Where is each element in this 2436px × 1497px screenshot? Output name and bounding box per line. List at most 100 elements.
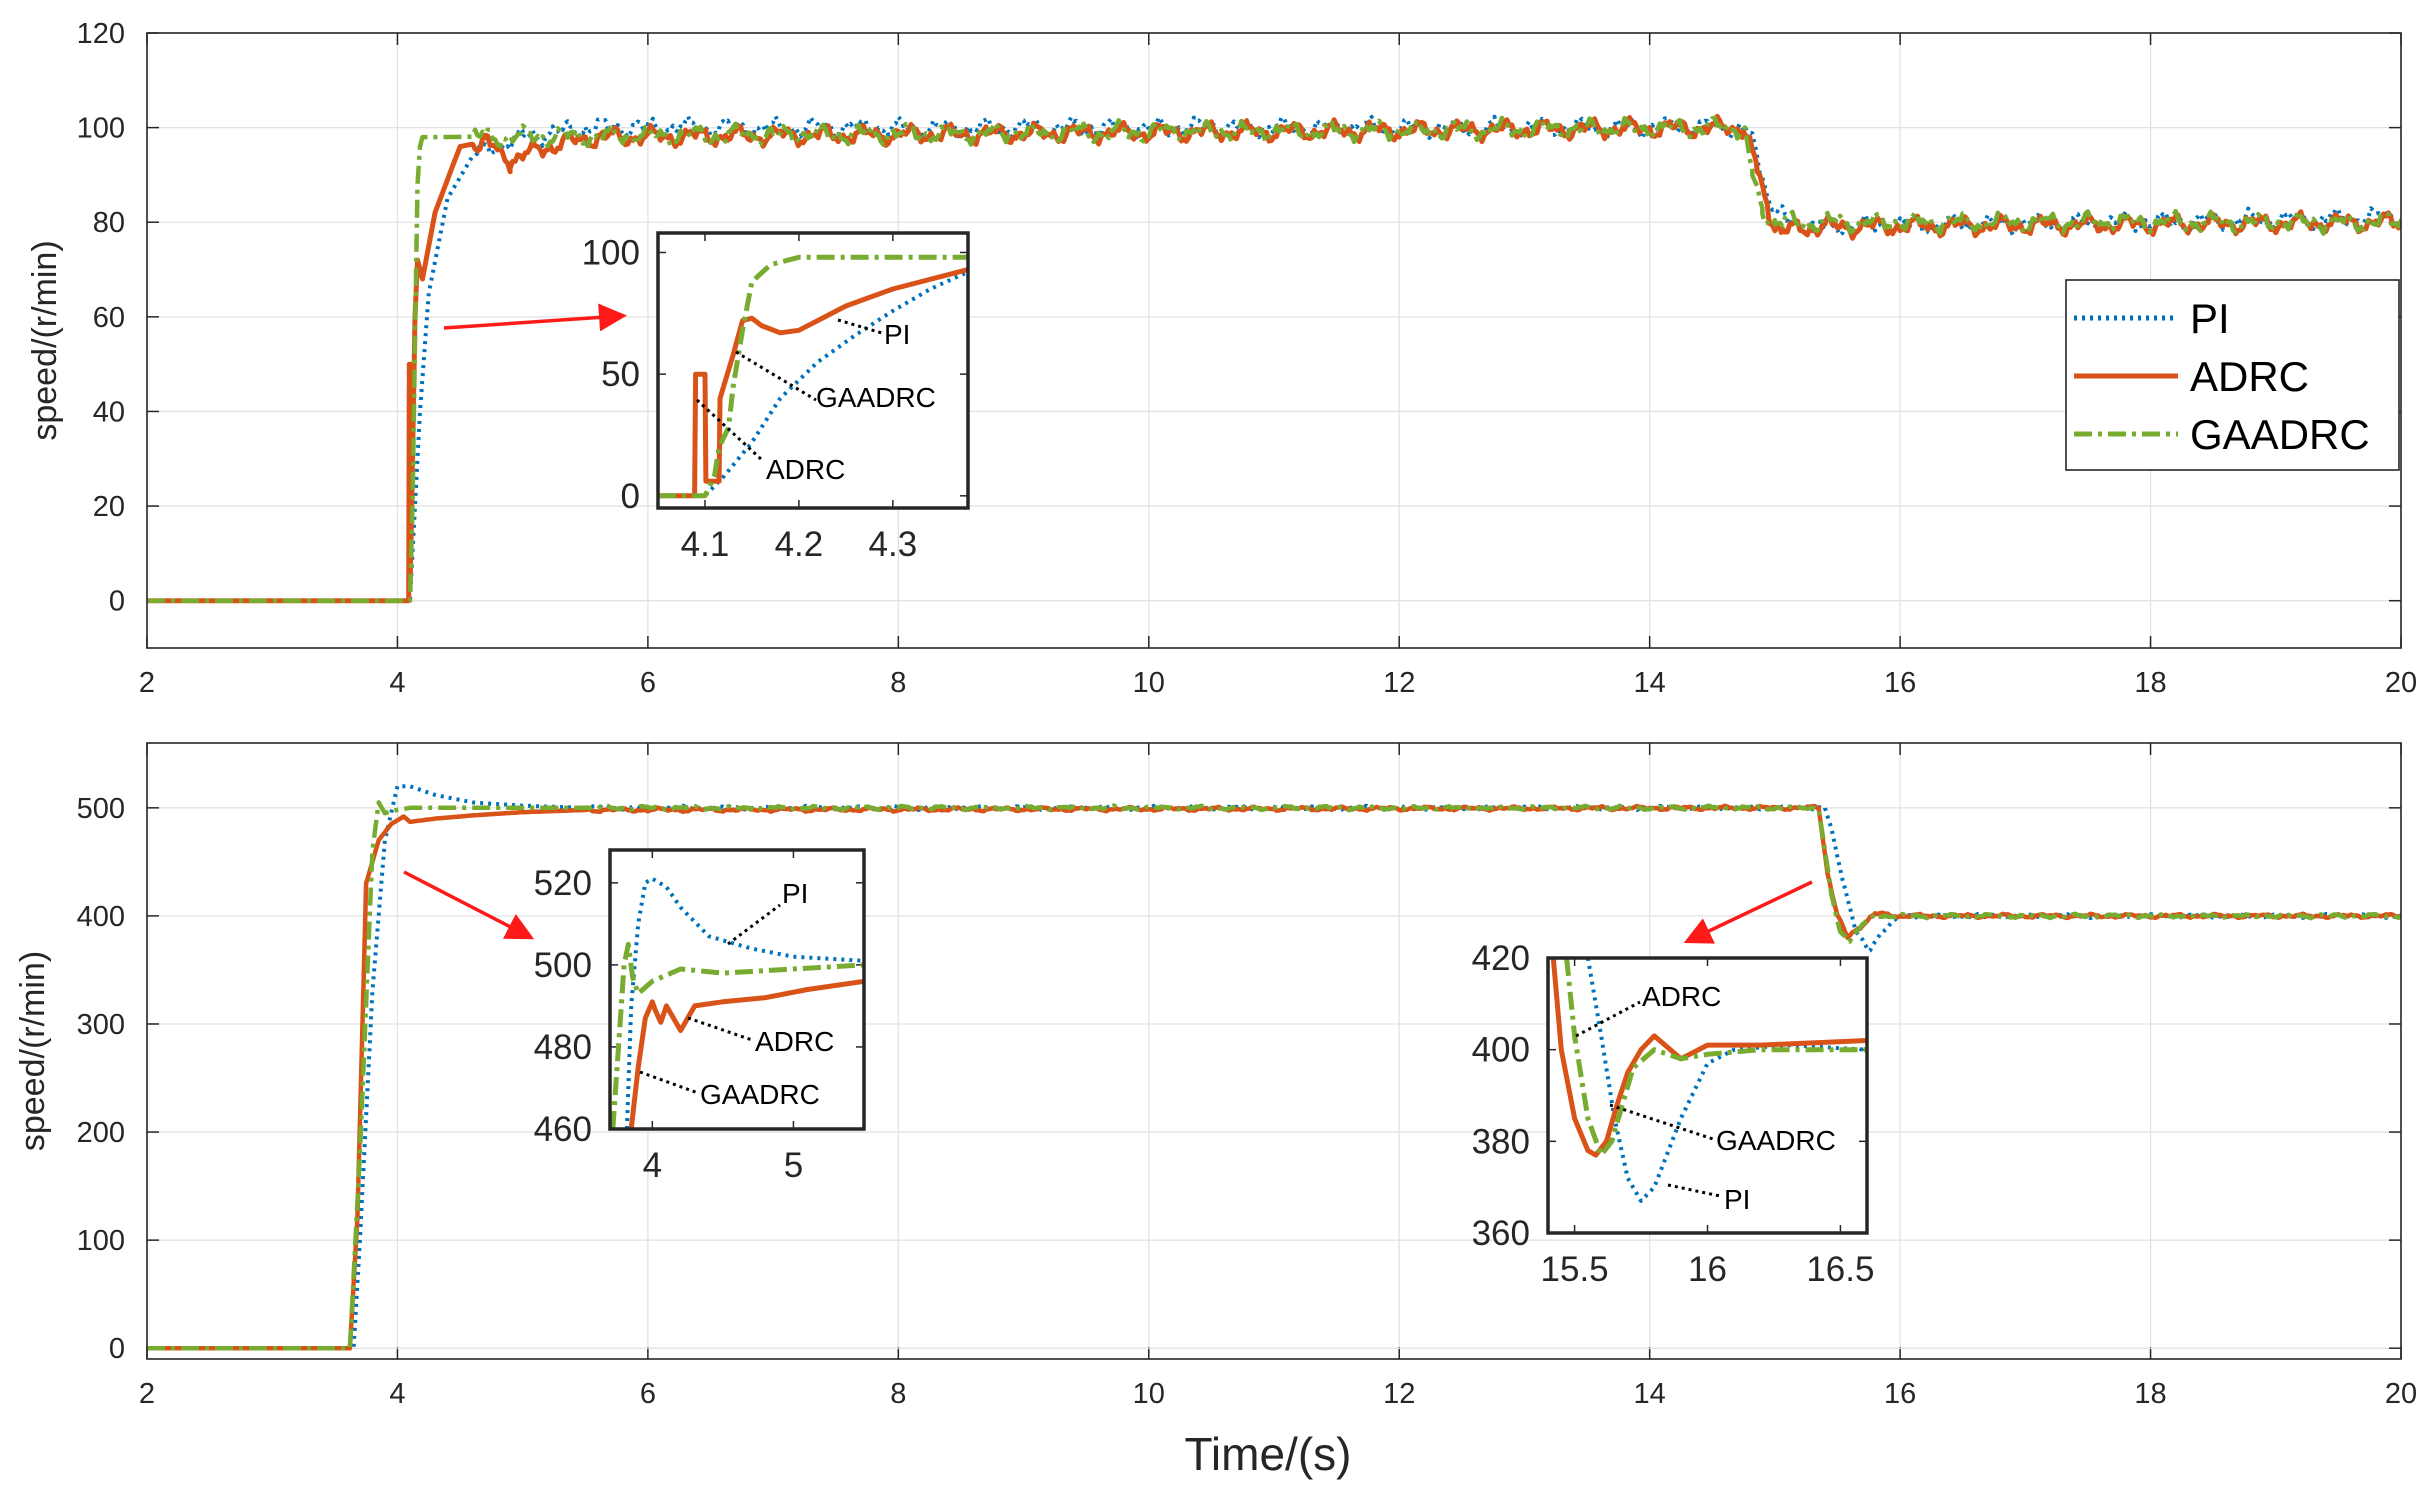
annotation-leader bbox=[1667, 1183, 1721, 1198]
legend: PI ADRC GAADRC bbox=[2065, 279, 2400, 471]
x-tick-label: 6 bbox=[640, 1378, 656, 1410]
x-tick-label: 6 bbox=[640, 667, 656, 699]
y-tick-label: 400 bbox=[1472, 1031, 1530, 1070]
y-tick-label: 400 bbox=[77, 901, 125, 933]
x-tick-label: 4 bbox=[643, 1146, 662, 1185]
legend-label-gaadrc: GAADRC bbox=[2190, 411, 2370, 458]
series-group bbox=[147, 113, 2401, 604]
y-tick-label: 120 bbox=[77, 18, 125, 50]
x-tick-label: 15.5 bbox=[1541, 1250, 1609, 1289]
annotation-leader bbox=[639, 1070, 699, 1095]
y-axis-label: speed/(r/min) bbox=[26, 240, 64, 440]
ticks: 15.5 16 16.5 360 380 400 420 bbox=[1472, 939, 1875, 1289]
bottom-right-inset: 15.5 16 16.5 360 380 400 420 ADRC GAADRC PI bbox=[1472, 939, 1875, 1289]
annotation-leader bbox=[1609, 1103, 1717, 1142]
x-tick-label: 16 bbox=[1884, 667, 1916, 699]
zoom-arrow bbox=[403, 870, 535, 940]
annotation-label: GAADRC bbox=[816, 382, 936, 413]
annotation-label: PI bbox=[884, 319, 910, 350]
y-tick-label: 100 bbox=[582, 233, 640, 272]
x-tick-label: 12 bbox=[1383, 1378, 1415, 1410]
top-chart: 2 4 6 8 10 12 14 16 18 20 0 20 40 60 80 100 120 speed/(r/… bbox=[26, 18, 2417, 699]
series-line-gaadrc bbox=[1564, 958, 1867, 1158]
bottom-left-inset: 4 5 460 480 500 520 PI ADRC GAADRC bbox=[534, 848, 866, 1185]
y-tick-label: 100 bbox=[77, 1225, 125, 1257]
annotation-label: ADRC bbox=[766, 454, 845, 485]
x-tick-label: 2 bbox=[139, 1378, 155, 1410]
x-tick-label: 16 bbox=[1884, 1378, 1916, 1410]
axes-frame bbox=[146, 32, 2402, 649]
series-line-gaadrc bbox=[610, 941, 864, 1129]
y-tick-label: 60 bbox=[93, 302, 125, 334]
y-tick-label: 200 bbox=[77, 1117, 125, 1149]
x-axis-label: Time/(s) bbox=[1185, 1428, 1352, 1480]
y-tick-label: 500 bbox=[77, 793, 125, 825]
x-tick-label: 18 bbox=[2134, 667, 2166, 699]
x-tick-label: 16 bbox=[1688, 1250, 1727, 1289]
axes-frame bbox=[608, 848, 866, 1131]
x-tick-label: 20 bbox=[2385, 1378, 2417, 1410]
series-line-pi bbox=[624, 876, 864, 1129]
zoom-arrow bbox=[443, 303, 627, 332]
x-tick-label: 4 bbox=[389, 1378, 405, 1410]
legend-label-adrc: ADRC bbox=[2190, 353, 2309, 400]
y-tick-label: 100 bbox=[77, 113, 125, 145]
annotation-leader bbox=[837, 318, 883, 335]
series-line-gaadrc bbox=[658, 254, 968, 499]
x-tick-label: 16.5 bbox=[1806, 1250, 1874, 1289]
x-tick-label: 12 bbox=[1383, 667, 1415, 699]
annotation-leader bbox=[687, 1016, 753, 1042]
series-line-adrc bbox=[658, 267, 968, 499]
y-tick-label: 480 bbox=[534, 1028, 592, 1067]
plot-area bbox=[1548, 958, 1867, 1233]
annotation-label: PI bbox=[1724, 1184, 1750, 1215]
annotation-leader bbox=[695, 398, 764, 462]
x-tick-label: 4.3 bbox=[869, 525, 918, 564]
y-tick-label: 460 bbox=[534, 1110, 592, 1149]
y-tick-label: 0 bbox=[109, 1333, 125, 1365]
annotation-label: ADRC bbox=[1642, 981, 1721, 1012]
y-tick-label: 50 bbox=[601, 355, 640, 394]
series-line-pi bbox=[147, 784, 2401, 1351]
axes-frame bbox=[656, 231, 970, 510]
y-tick-label: 380 bbox=[1472, 1122, 1530, 1161]
y-tick-label: 80 bbox=[93, 207, 125, 239]
x-tick-label: 10 bbox=[1133, 1378, 1165, 1410]
annotation-label: GAADRC bbox=[700, 1079, 820, 1110]
zoom-arrows bbox=[403, 303, 1813, 944]
y-tick-label: 420 bbox=[1472, 939, 1530, 978]
annotation-leader bbox=[735, 350, 817, 402]
bottom-chart: 2 4 6 8 10 12 14 16 18 200100200300400500speed/(r… bbox=[14, 742, 2417, 1410]
axes-frame bbox=[146, 742, 2402, 1360]
annotation-label: GAADRC bbox=[1716, 1125, 1836, 1156]
x-tick-label: 4.2 bbox=[775, 525, 824, 564]
x-tick-label: 10 bbox=[1133, 667, 1165, 699]
y-tick-label: 20 bbox=[93, 491, 125, 523]
y-axis-label: speed/(r/min) bbox=[14, 951, 52, 1151]
annotation-label: PI bbox=[782, 878, 808, 909]
zoom-arrow bbox=[1683, 880, 1813, 944]
series-group bbox=[658, 254, 968, 499]
plot-area bbox=[658, 233, 968, 508]
series-group bbox=[1550, 958, 1867, 1203]
x-tick-label: 14 bbox=[1634, 1378, 1666, 1410]
annotation-leader bbox=[1575, 1000, 1641, 1038]
plot-area bbox=[147, 33, 2401, 648]
x-tick-label: 5 bbox=[784, 1146, 803, 1185]
series-line-adrc bbox=[1550, 958, 1867, 1158]
plot-area bbox=[147, 743, 2401, 1359]
ticks: 4 5 460 480 500 520 bbox=[534, 850, 864, 1185]
series-line-adrc bbox=[628, 978, 864, 1129]
x-tick-label: 8 bbox=[890, 667, 906, 699]
x-tick-label: 20 bbox=[2385, 667, 2417, 699]
top-inset: 4.1 4.2 4.3 0 50 100 PI GAADRC ADRC bbox=[582, 231, 970, 564]
x-tick-label: 4 bbox=[389, 667, 405, 699]
x-tick-label: 8 bbox=[890, 1378, 906, 1410]
axes-frame bbox=[1546, 956, 1869, 1235]
series-line-gaadrc bbox=[147, 800, 2401, 1351]
y-tick-label: 0 bbox=[109, 586, 125, 618]
ticks: 4.1 4.2 4.3 0 50 100 bbox=[582, 233, 968, 564]
y-tick-label: 300 bbox=[77, 1009, 125, 1041]
y-tick-label: 40 bbox=[93, 396, 125, 428]
